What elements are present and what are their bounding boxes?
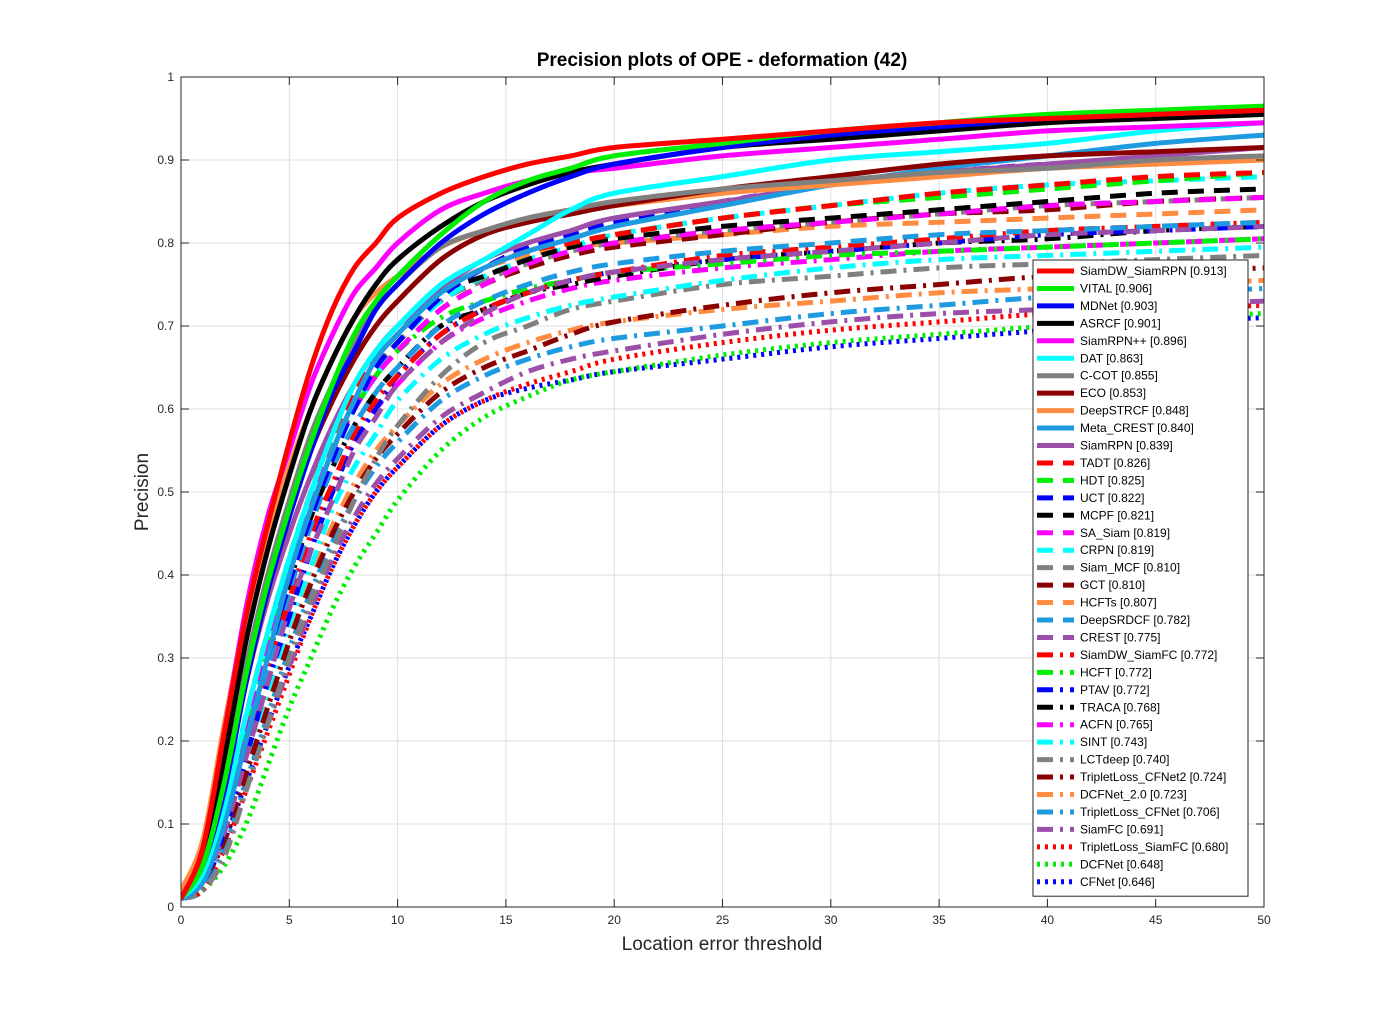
legend-label: SiamFC [0.691]: [1080, 822, 1163, 836]
legend-label: HCFT [0.772]: [1080, 665, 1152, 679]
x-tick-label: 45: [1149, 913, 1163, 927]
series-line-30: [181, 277, 1264, 901]
legend-label: SiamRPN [0.839]: [1080, 439, 1173, 453]
legend-label: CRPN [0.819]: [1080, 543, 1154, 557]
series-line-15: [181, 194, 1264, 901]
legend-label: MCPF [0.821]: [1080, 508, 1154, 522]
y-tick-label: 0.8: [157, 236, 174, 250]
x-tick-label: 5: [286, 913, 293, 927]
x-tick-label: 50: [1257, 913, 1271, 927]
legend-label: SiamDW_SiamRPN [0.913]: [1080, 264, 1227, 278]
series-line-31: [181, 286, 1264, 902]
x-tick-label: 30: [824, 913, 838, 927]
legend-label: DCFNet_2.0 [0.723]: [1080, 788, 1187, 802]
series-line-9: [181, 132, 1264, 901]
series-line-22: [181, 219, 1264, 901]
legend-label: GCT [0.810]: [1080, 578, 1145, 592]
legend-label: UCT [0.822]: [1080, 491, 1144, 505]
legend-label: DAT [0.863]: [1080, 351, 1143, 365]
legend-label: CREST [0.775]: [1080, 630, 1160, 644]
legend-label: SA_Siam [0.819]: [1080, 526, 1170, 540]
legend-label: SINT [0.743]: [1080, 735, 1147, 749]
y-tick-label: 0.7: [157, 319, 174, 333]
y-tick-label: 0.9: [157, 153, 174, 167]
series-line-3: [181, 111, 1264, 900]
legend-label: HDT [0.825]: [1080, 473, 1144, 487]
y-tick-label: 0.4: [157, 568, 174, 582]
y-tick-label: 0: [167, 900, 174, 914]
legend-label: Siam_MCF [0.810]: [1080, 561, 1180, 575]
x-tick-label: 20: [608, 913, 622, 927]
legend-label: DCFNet [0.648]: [1080, 857, 1163, 871]
axis-ticks: 0 5 10 15 20 25 30 35 40 45 50 0 0.1 0.2 0.3 0.4 0.5 0.6 0…: [157, 70, 1271, 927]
legend-label: DeepSTRCF [0.848]: [1080, 404, 1189, 418]
legend-label: TripletLoss_CFNet2 [0.724]: [1080, 770, 1226, 784]
y-tick-label: 0.3: [157, 651, 174, 665]
legend-label: TRACA [0.768]: [1080, 700, 1160, 714]
legend-label: HCFTs [0.807]: [1080, 596, 1157, 610]
y-tick-label: 0.5: [157, 485, 174, 499]
legend: SiamDW_SiamRPN [0.913] VITAL [0.906] MDNet…: [1032, 259, 1249, 897]
legend-label: VITAL [0.906]: [1080, 281, 1152, 295]
legend-label: TripletLoss_CFNet [0.706]: [1080, 805, 1220, 819]
legend-label: C-COT [0.855]: [1080, 369, 1158, 383]
legend-label: TADT [0.826]: [1080, 456, 1150, 470]
legend-label: SiamRPN++ [0.896]: [1080, 334, 1187, 348]
legend-box: [1032, 259, 1249, 897]
series-line-5: [181, 120, 1264, 901]
y-tick-label: 0.6: [157, 402, 174, 416]
y-tick-label: 1: [167, 70, 174, 84]
series-line-35: [181, 315, 1264, 901]
legend-label: PTAV [0.772]: [1080, 683, 1150, 697]
legend-label: ECO [0.853]: [1080, 386, 1146, 400]
x-tick-label: 40: [1041, 913, 1055, 927]
x-axis-label: Location error threshold: [622, 934, 823, 955]
y-axis-label: Precision: [132, 453, 153, 531]
series-line-29: [181, 265, 1264, 901]
x-tick-label: 10: [391, 913, 405, 927]
legend-label: MDNet [0.903]: [1080, 299, 1157, 313]
legend-label: CFNet [0.646]: [1080, 875, 1155, 889]
legend-label: Meta_CREST [0.840]: [1080, 421, 1194, 435]
legend-label: ACFN [0.765]: [1080, 718, 1153, 732]
legend-label: DeepSRDCF [0.782]: [1080, 613, 1190, 627]
y-tick-label: 0.1: [157, 817, 174, 831]
series-line-34: [181, 311, 1264, 902]
y-tick-label: 0.2: [157, 734, 174, 748]
series-line-0: [181, 107, 1264, 900]
chart-title: Precision plots of OPE - deformation (42…: [537, 50, 908, 71]
x-tick-label: 0: [178, 913, 185, 927]
series-line-20: [181, 219, 1264, 901]
series-line-33: [181, 302, 1264, 902]
x-tick-label: 15: [499, 913, 513, 927]
legend-label: LCTdeep [0.740]: [1080, 753, 1169, 767]
legend-label: SiamDW_SiamFC [0.772]: [1080, 648, 1217, 662]
series-line-21: [181, 223, 1264, 901]
series-line-28: [181, 252, 1264, 902]
x-tick-label: 35: [932, 913, 946, 927]
series-lines: [181, 103, 1264, 902]
legend-label: TripletLoss_SiamFC [0.680]: [1080, 840, 1228, 854]
x-tick-label: 25: [716, 913, 730, 927]
legend-label: ASRCF [0.901]: [1080, 316, 1161, 330]
